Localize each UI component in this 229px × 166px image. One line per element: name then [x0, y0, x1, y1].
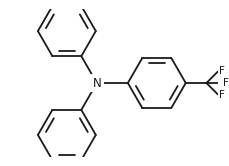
Text: N: N [93, 77, 101, 89]
Text: F: F [224, 78, 229, 88]
Text: F: F [219, 90, 225, 100]
Text: F: F [219, 66, 225, 76]
